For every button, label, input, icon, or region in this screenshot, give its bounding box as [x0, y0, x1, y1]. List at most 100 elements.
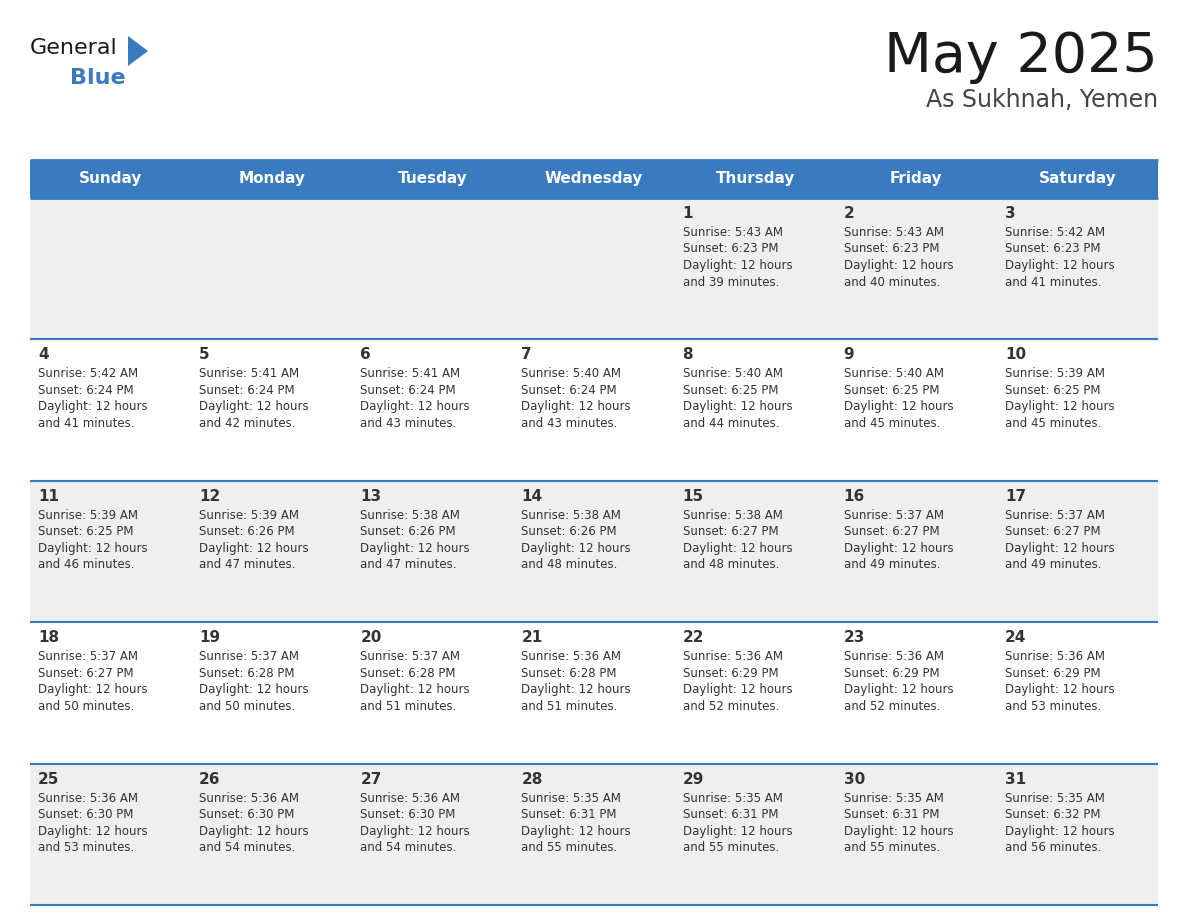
Text: Sunset: 6:31 PM: Sunset: 6:31 PM — [843, 808, 940, 821]
Text: 6: 6 — [360, 347, 371, 363]
Text: Sunset: 6:32 PM: Sunset: 6:32 PM — [1005, 808, 1100, 821]
Text: Sunrise: 5:43 AM: Sunrise: 5:43 AM — [843, 226, 943, 239]
Text: Sunrise: 5:36 AM: Sunrise: 5:36 AM — [200, 791, 299, 804]
Text: and 49 minutes.: and 49 minutes. — [1005, 558, 1101, 571]
Text: 5: 5 — [200, 347, 210, 363]
Text: 27: 27 — [360, 772, 381, 787]
Text: 20: 20 — [360, 630, 381, 645]
Text: Sunrise: 5:41 AM: Sunrise: 5:41 AM — [360, 367, 461, 380]
Text: Sunset: 6:25 PM: Sunset: 6:25 PM — [683, 384, 778, 397]
Text: Sunset: 6:23 PM: Sunset: 6:23 PM — [1005, 242, 1100, 255]
Text: Daylight: 12 hours: Daylight: 12 hours — [1005, 824, 1114, 837]
Text: Sunrise: 5:41 AM: Sunrise: 5:41 AM — [200, 367, 299, 380]
Text: 24: 24 — [1005, 630, 1026, 645]
Text: Sunset: 6:28 PM: Sunset: 6:28 PM — [522, 666, 617, 679]
Text: 16: 16 — [843, 488, 865, 504]
Text: Daylight: 12 hours: Daylight: 12 hours — [522, 400, 631, 413]
Text: Daylight: 12 hours: Daylight: 12 hours — [683, 824, 792, 837]
Text: Sunrise: 5:35 AM: Sunrise: 5:35 AM — [683, 791, 783, 804]
Text: and 41 minutes.: and 41 minutes. — [38, 417, 134, 430]
Text: 4: 4 — [38, 347, 49, 363]
Text: As Sukhnah, Yemen: As Sukhnah, Yemen — [925, 88, 1158, 112]
Text: Daylight: 12 hours: Daylight: 12 hours — [522, 683, 631, 696]
Text: Sunrise: 5:38 AM: Sunrise: 5:38 AM — [522, 509, 621, 521]
Text: and 41 minutes.: and 41 minutes. — [1005, 275, 1101, 288]
Text: Sunrise: 5:38 AM: Sunrise: 5:38 AM — [360, 509, 460, 521]
Text: and 42 minutes.: and 42 minutes. — [200, 417, 296, 430]
Text: Sunset: 6:25 PM: Sunset: 6:25 PM — [843, 384, 940, 397]
Text: Sunday: Sunday — [78, 172, 143, 186]
Text: Sunset: 6:26 PM: Sunset: 6:26 PM — [522, 525, 617, 538]
Text: Sunrise: 5:36 AM: Sunrise: 5:36 AM — [1005, 650, 1105, 663]
Text: Sunset: 6:29 PM: Sunset: 6:29 PM — [683, 666, 778, 679]
Text: and 53 minutes.: and 53 minutes. — [1005, 700, 1101, 712]
Text: Sunset: 6:25 PM: Sunset: 6:25 PM — [38, 525, 133, 538]
Text: and 55 minutes.: and 55 minutes. — [522, 841, 618, 854]
Bar — [353, 160, 513, 198]
Text: 11: 11 — [38, 488, 59, 504]
Text: Sunrise: 5:37 AM: Sunrise: 5:37 AM — [1005, 509, 1105, 521]
Text: Sunrise: 5:37 AM: Sunrise: 5:37 AM — [360, 650, 460, 663]
Text: 12: 12 — [200, 488, 221, 504]
Text: Daylight: 12 hours: Daylight: 12 hours — [38, 683, 147, 696]
Text: Sunset: 6:29 PM: Sunset: 6:29 PM — [1005, 666, 1100, 679]
Text: and 48 minutes.: and 48 minutes. — [683, 558, 779, 571]
Text: Daylight: 12 hours: Daylight: 12 hours — [38, 824, 147, 837]
Text: Sunset: 6:31 PM: Sunset: 6:31 PM — [683, 808, 778, 821]
Text: 10: 10 — [1005, 347, 1026, 363]
Text: Sunset: 6:30 PM: Sunset: 6:30 PM — [200, 808, 295, 821]
Text: and 47 minutes.: and 47 minutes. — [200, 558, 296, 571]
Text: Sunrise: 5:43 AM: Sunrise: 5:43 AM — [683, 226, 783, 239]
Text: Wednesday: Wednesday — [545, 172, 643, 186]
Text: Sunrise: 5:39 AM: Sunrise: 5:39 AM — [1005, 367, 1105, 380]
Text: Sunrise: 5:42 AM: Sunrise: 5:42 AM — [1005, 226, 1105, 239]
Text: and 51 minutes.: and 51 minutes. — [522, 700, 618, 712]
Text: Daylight: 12 hours: Daylight: 12 hours — [360, 400, 470, 413]
Text: Daylight: 12 hours: Daylight: 12 hours — [1005, 683, 1114, 696]
Text: Daylight: 12 hours: Daylight: 12 hours — [843, 542, 953, 554]
Text: Daylight: 12 hours: Daylight: 12 hours — [683, 259, 792, 272]
Text: and 46 minutes.: and 46 minutes. — [38, 558, 134, 571]
Bar — [30, 340, 1158, 481]
Text: and 51 minutes.: and 51 minutes. — [360, 700, 456, 712]
Text: May 2025: May 2025 — [884, 30, 1158, 84]
Text: and 43 minutes.: and 43 minutes. — [360, 417, 456, 430]
Text: Daylight: 12 hours: Daylight: 12 hours — [38, 400, 147, 413]
Text: Daylight: 12 hours: Daylight: 12 hours — [360, 542, 470, 554]
Text: Sunrise: 5:36 AM: Sunrise: 5:36 AM — [38, 791, 138, 804]
Text: Daylight: 12 hours: Daylight: 12 hours — [200, 683, 309, 696]
Text: 31: 31 — [1005, 772, 1026, 787]
Text: and 56 minutes.: and 56 minutes. — [1005, 841, 1101, 854]
Text: Sunset: 6:26 PM: Sunset: 6:26 PM — [200, 525, 295, 538]
Text: and 52 minutes.: and 52 minutes. — [843, 700, 940, 712]
Text: Sunrise: 5:35 AM: Sunrise: 5:35 AM — [1005, 791, 1105, 804]
Text: Friday: Friday — [890, 172, 942, 186]
Text: and 53 minutes.: and 53 minutes. — [38, 841, 134, 854]
Bar — [30, 622, 1158, 764]
Text: and 45 minutes.: and 45 minutes. — [843, 417, 940, 430]
Text: and 43 minutes.: and 43 minutes. — [522, 417, 618, 430]
Text: 18: 18 — [38, 630, 59, 645]
Text: Sunrise: 5:42 AM: Sunrise: 5:42 AM — [38, 367, 138, 380]
Text: 8: 8 — [683, 347, 693, 363]
Text: and 55 minutes.: and 55 minutes. — [683, 841, 779, 854]
Bar — [30, 198, 1158, 340]
Polygon shape — [128, 36, 148, 66]
Text: 9: 9 — [843, 347, 854, 363]
Bar — [191, 160, 353, 198]
Text: Sunrise: 5:40 AM: Sunrise: 5:40 AM — [522, 367, 621, 380]
Text: 23: 23 — [843, 630, 865, 645]
Text: 15: 15 — [683, 488, 703, 504]
Text: Sunrise: 5:39 AM: Sunrise: 5:39 AM — [38, 509, 138, 521]
Text: 22: 22 — [683, 630, 704, 645]
Text: Thursday: Thursday — [715, 172, 795, 186]
Text: Sunset: 6:27 PM: Sunset: 6:27 PM — [38, 666, 133, 679]
Text: Sunset: 6:30 PM: Sunset: 6:30 PM — [360, 808, 456, 821]
Text: Sunset: 6:24 PM: Sunset: 6:24 PM — [522, 384, 617, 397]
Text: and 49 minutes.: and 49 minutes. — [843, 558, 940, 571]
Text: 14: 14 — [522, 488, 543, 504]
Text: and 45 minutes.: and 45 minutes. — [1005, 417, 1101, 430]
Text: Daylight: 12 hours: Daylight: 12 hours — [360, 683, 470, 696]
Text: Sunset: 6:25 PM: Sunset: 6:25 PM — [1005, 384, 1100, 397]
Text: Sunrise: 5:36 AM: Sunrise: 5:36 AM — [522, 650, 621, 663]
